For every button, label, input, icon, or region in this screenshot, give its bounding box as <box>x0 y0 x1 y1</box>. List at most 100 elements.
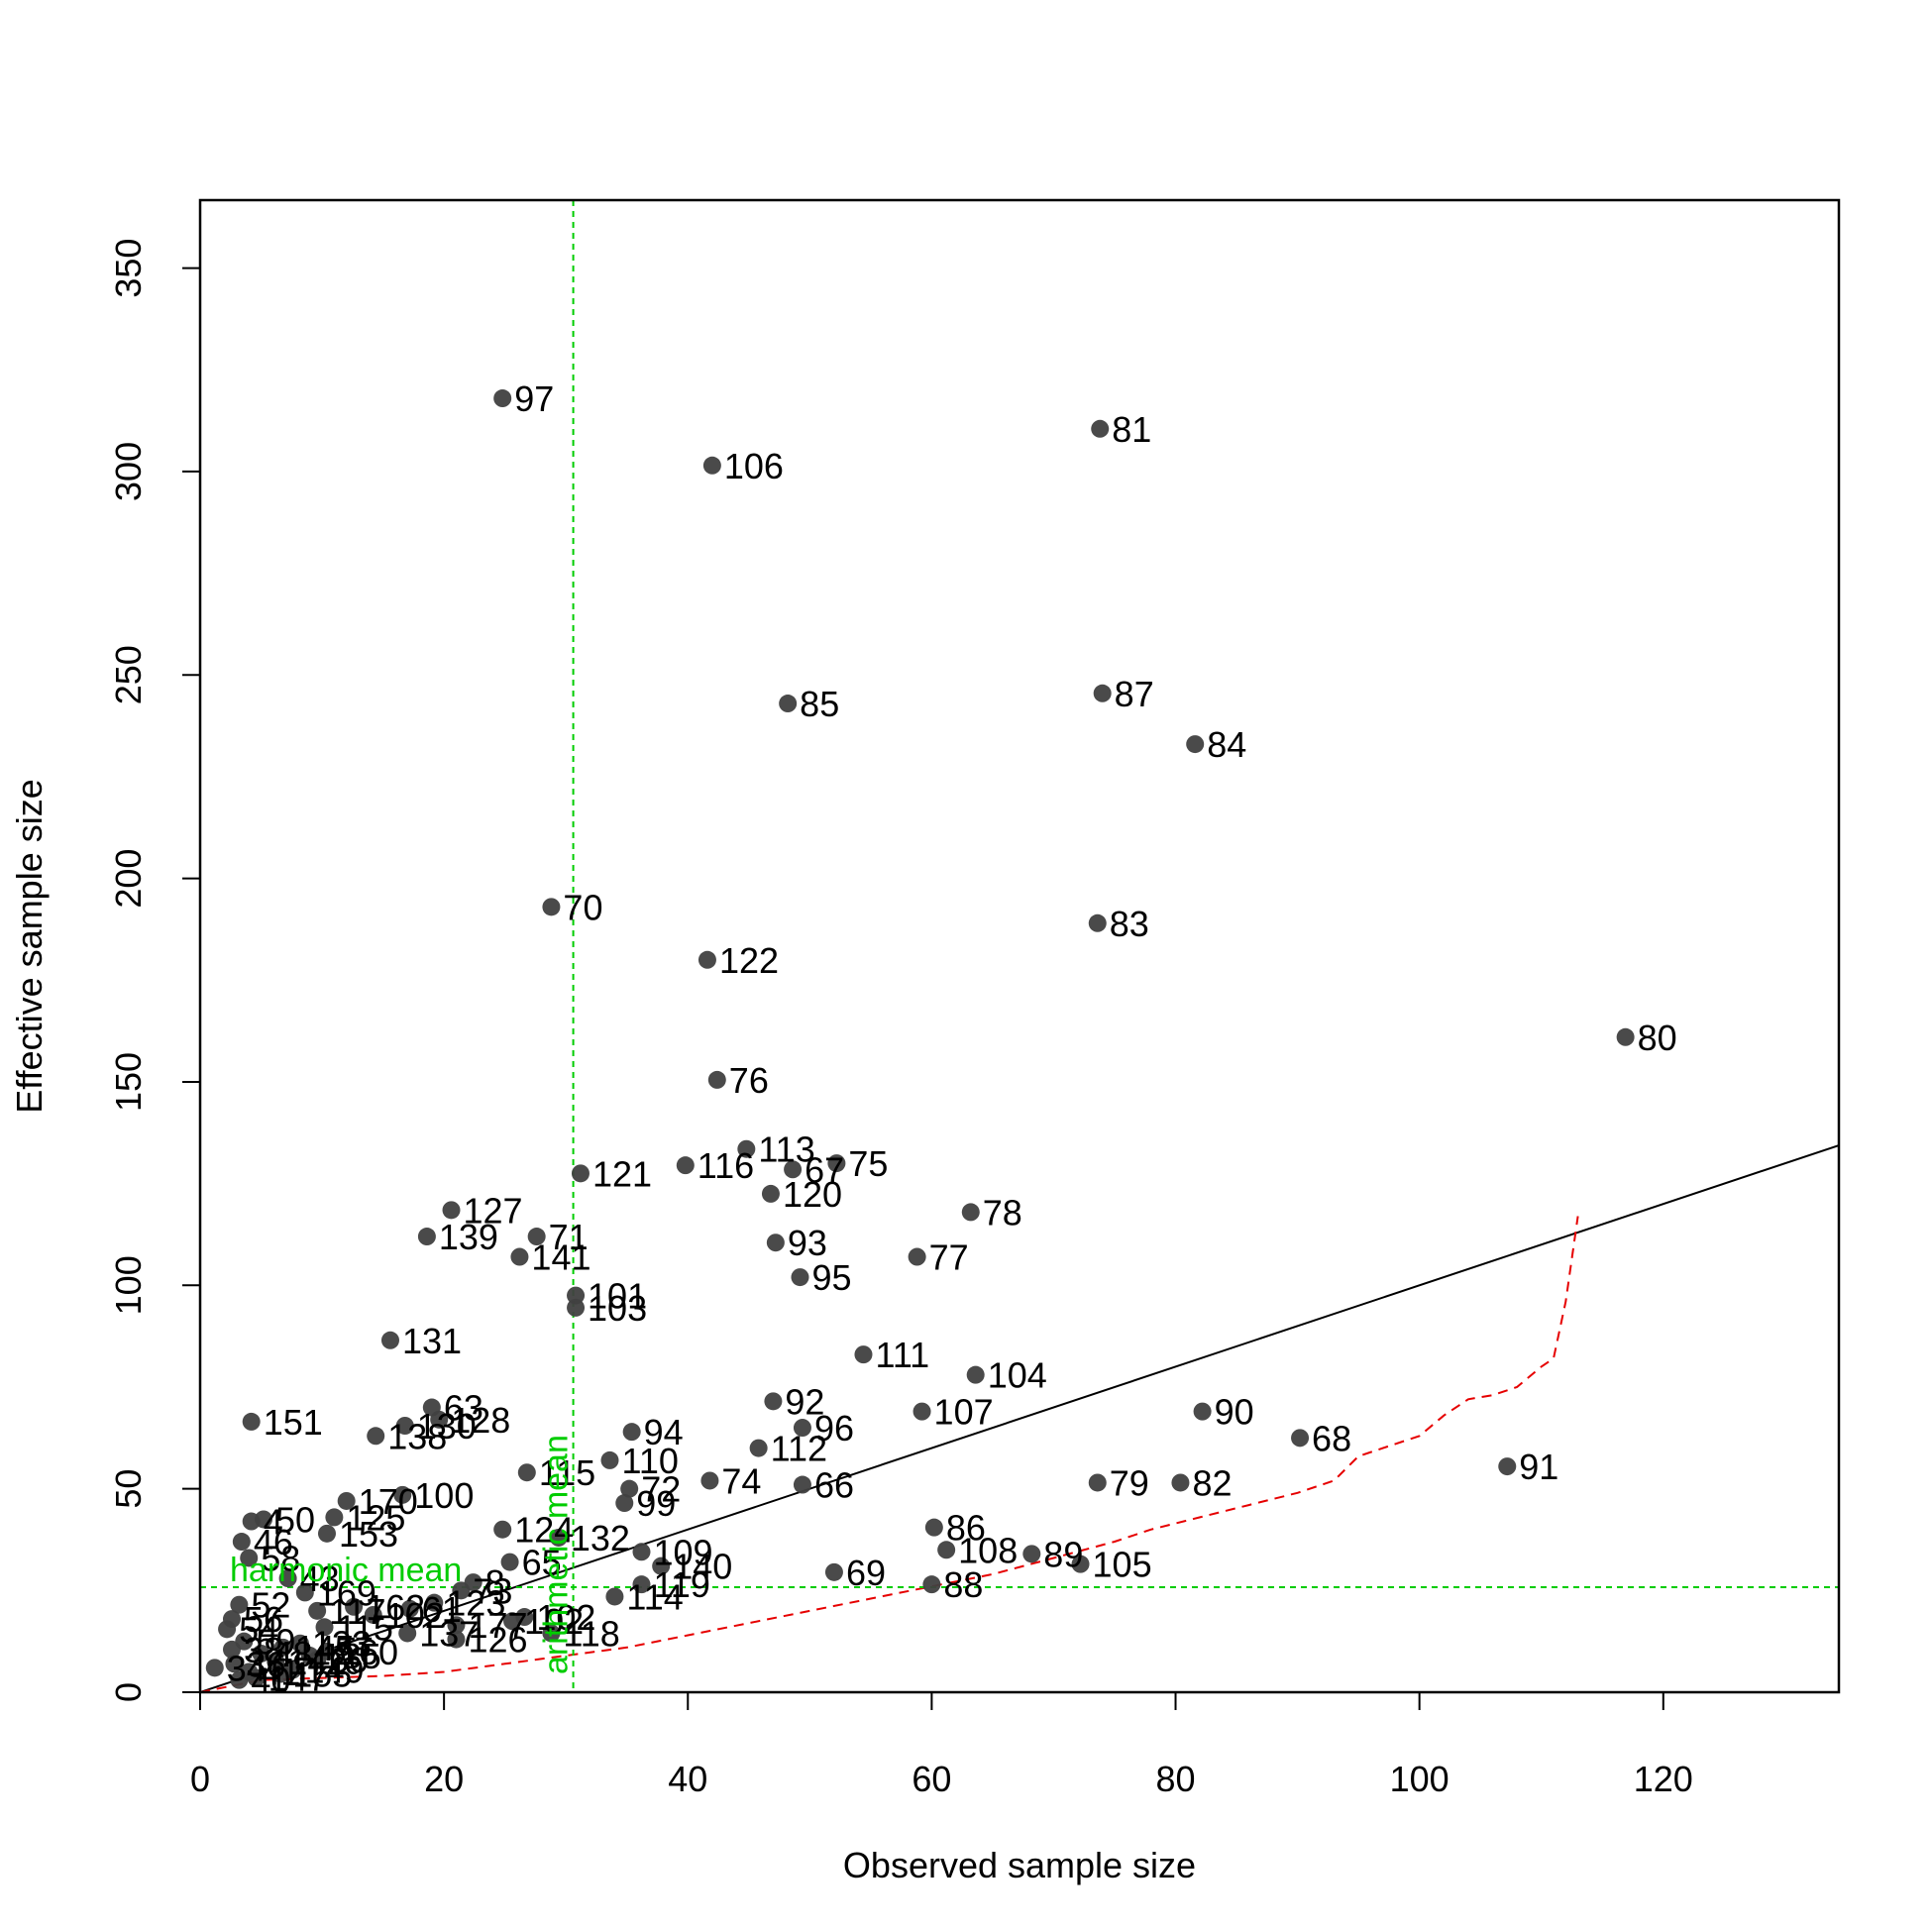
y-tick-label: 50 <box>108 1469 149 1509</box>
point-label: 76 <box>729 1060 769 1101</box>
point-label: 102 <box>385 1595 445 1636</box>
data-point <box>571 1164 590 1183</box>
point-label: 119 <box>653 1564 709 1605</box>
point-label: 87 <box>1115 674 1154 714</box>
point-label: 123 <box>446 1583 505 1624</box>
point-label: 65 <box>522 1543 562 1583</box>
point-label: 93 <box>788 1223 827 1263</box>
data-point <box>337 1491 356 1510</box>
point-label: 151 <box>264 1402 323 1443</box>
regression-line <box>200 1144 1839 1692</box>
data-point <box>567 1298 586 1317</box>
point-label: 112 <box>771 1429 827 1469</box>
data-point <box>364 1605 382 1624</box>
point-label: 94 <box>644 1412 684 1452</box>
data-point <box>317 1524 336 1543</box>
data-point <box>600 1450 619 1469</box>
point-label: 138 <box>387 1416 447 1456</box>
data-point <box>290 1634 309 1653</box>
point-label: 160 <box>339 1632 398 1672</box>
point-label: 113 <box>758 1129 814 1170</box>
point-label: 105 <box>1093 1545 1152 1585</box>
point-label: 124 <box>514 1510 574 1551</box>
point-label: 121 <box>592 1153 652 1194</box>
arithmetic-mean-label: arithmetic mean <box>538 1435 576 1674</box>
data-point <box>345 1597 364 1616</box>
data-point <box>218 1620 237 1639</box>
point-label: 88 <box>943 1564 983 1605</box>
data-point <box>1088 913 1107 932</box>
data-point <box>503 1612 522 1631</box>
point-label: 86 <box>946 1508 986 1549</box>
x-axis: 0 20 40 60 80 100 120 <box>190 1691 1693 1799</box>
y-tick-label: 350 <box>108 239 149 298</box>
point-label: 110 <box>622 1441 679 1481</box>
data-point <box>273 1638 292 1657</box>
data-point <box>247 1668 266 1687</box>
data-point <box>278 1569 297 1588</box>
point-label: 127 <box>464 1190 523 1231</box>
points-layer <box>205 389 1635 1689</box>
point-label: 106 <box>724 446 784 486</box>
point-label: 96 <box>814 1408 854 1449</box>
data-point <box>961 1203 980 1222</box>
harmonic-mean-label: harmonic mean <box>230 1552 462 1589</box>
data-point <box>271 1664 290 1683</box>
point-label: 125 <box>346 1497 405 1538</box>
data-point <box>225 1655 244 1673</box>
y-tick-label: 300 <box>108 442 149 501</box>
data-point <box>510 1247 529 1266</box>
data-point <box>1093 684 1112 702</box>
point-label: 128 <box>451 1400 510 1441</box>
point-label: 135 <box>322 1636 381 1676</box>
x-tick-label: 40 <box>668 1759 707 1799</box>
point-label: 142 <box>287 1642 347 1682</box>
data-point <box>230 1670 249 1689</box>
point-label: 84 <box>1207 724 1246 765</box>
data-point <box>1186 735 1205 754</box>
point-label: 122 <box>719 940 779 981</box>
data-point <box>1071 1555 1090 1573</box>
point-label: 79 <box>1110 1462 1149 1503</box>
lower-bound-curve <box>200 1216 1579 1692</box>
x-tick-label: 80 <box>1156 1759 1196 1799</box>
data-point <box>493 389 512 408</box>
point-label: 72 <box>641 1469 681 1510</box>
point-label: 56 <box>244 1599 283 1640</box>
y-tick-label: 200 <box>108 849 149 909</box>
point-label: 133 <box>312 1624 372 1664</box>
point-label: 177 <box>468 1605 527 1646</box>
x-tick-label: 120 <box>1634 1759 1693 1799</box>
data-point <box>702 456 721 475</box>
data-point <box>700 1471 719 1490</box>
point-label: 170 <box>359 1481 418 1522</box>
data-point <box>400 1599 419 1618</box>
data-point <box>252 1644 270 1663</box>
point-label: 104 <box>988 1355 1047 1396</box>
point-label: 70 <box>563 887 602 927</box>
point-label: 155 <box>292 1655 352 1695</box>
y-tick-label: 100 <box>108 1255 149 1315</box>
data-point <box>527 1228 546 1246</box>
data-point <box>567 1286 586 1305</box>
point-label: 120 <box>783 1174 842 1215</box>
data-point <box>447 1630 466 1649</box>
point-label: 91 <box>1519 1447 1558 1487</box>
data-point <box>652 1556 671 1575</box>
y-tick-label: 150 <box>108 1052 149 1112</box>
data-point <box>240 1549 259 1567</box>
data-point <box>1616 1027 1635 1046</box>
point-label: 149 <box>305 1650 365 1690</box>
point-label: 48 <box>273 1634 313 1674</box>
point-label: 109 <box>653 1532 712 1572</box>
data-point <box>707 1070 726 1089</box>
point-label: 75 <box>848 1143 888 1184</box>
point-label: 130 <box>417 1406 477 1447</box>
point-label: 116 <box>698 1145 754 1186</box>
data-point <box>615 1494 634 1513</box>
data-point <box>632 1575 651 1594</box>
data-point <box>761 1184 780 1203</box>
point-label: 89 <box>1043 1534 1083 1574</box>
